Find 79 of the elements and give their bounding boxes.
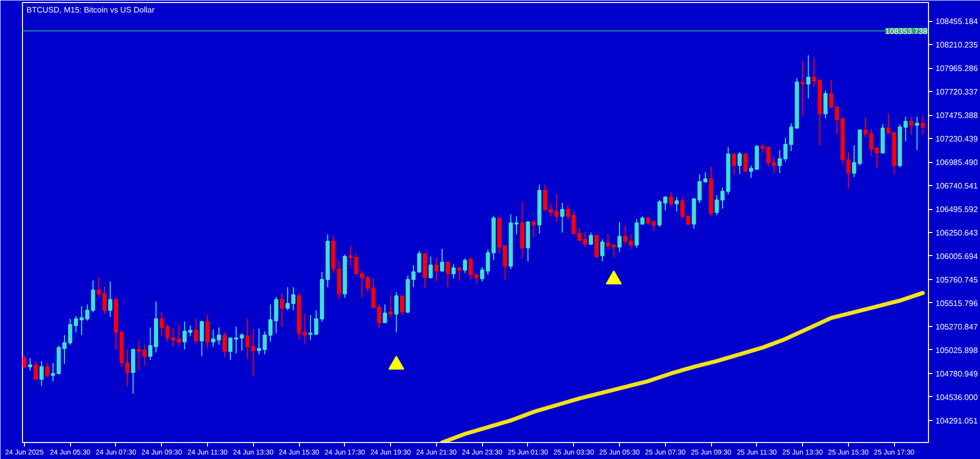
candlestick xyxy=(388,294,393,318)
candlestick xyxy=(286,286,290,311)
candlestick xyxy=(920,115,925,136)
candlestick xyxy=(480,266,484,282)
y-tick-label: 105025.898 xyxy=(936,346,978,355)
ref-line-label: 108353.738 xyxy=(885,26,928,36)
y-tick-label: 105270.847 xyxy=(936,322,978,332)
candlestick xyxy=(188,325,192,337)
candlestick xyxy=(446,262,450,288)
candlestick xyxy=(863,117,868,138)
candlestick xyxy=(732,153,736,176)
candlestick xyxy=(34,360,38,381)
candlestick xyxy=(772,156,776,174)
candlestick xyxy=(743,152,748,172)
candlestick xyxy=(131,348,136,394)
candlestick xyxy=(800,60,805,116)
candlestick xyxy=(543,184,548,212)
candlestick xyxy=(200,320,204,357)
y-tick-label: 104291.051 xyxy=(936,416,978,426)
y-tick-label: 106005.694 xyxy=(936,252,978,261)
candlestick xyxy=(588,232,593,246)
y-tick-label: 107965.286 xyxy=(936,64,978,74)
candlestick xyxy=(40,360,44,386)
y-tick-label: 106250.643 xyxy=(936,228,978,238)
y-tick-label: 107230.439 xyxy=(936,134,978,144)
candlestick xyxy=(738,152,742,175)
y-tick-label: 104780.949 xyxy=(936,369,978,378)
candlestick xyxy=(428,256,433,280)
y-tick-label: 107720.337 xyxy=(936,88,978,97)
candlestick xyxy=(749,164,754,178)
candlestick xyxy=(182,321,187,350)
candlestick xyxy=(852,144,856,178)
candlestick xyxy=(628,234,634,250)
candlestick xyxy=(22,354,26,368)
candlestick xyxy=(754,144,759,170)
candlestick xyxy=(382,304,387,324)
candlestick xyxy=(108,280,112,318)
candlestick xyxy=(560,202,564,234)
candlestick xyxy=(280,292,284,328)
candlestick xyxy=(909,116,914,136)
candlestick xyxy=(240,332,244,351)
candlestick xyxy=(846,152,850,189)
candlestick xyxy=(623,225,628,245)
candlestick xyxy=(45,362,50,378)
candlestick xyxy=(823,90,828,119)
candlestick xyxy=(394,292,398,333)
y-tick-label: 107475.388 xyxy=(936,111,978,120)
y-tick-label: 104536.000 xyxy=(936,392,978,402)
candlestick xyxy=(914,116,920,151)
candlestick xyxy=(532,220,536,238)
candlestick xyxy=(674,196,679,212)
y-tick-label: 108455.184 xyxy=(936,17,978,26)
candlestick xyxy=(617,222,622,252)
candlestick xyxy=(668,192,674,206)
y-tick-label: 106740.541 xyxy=(936,182,978,191)
y-tick-label: 106495.592 xyxy=(936,205,978,214)
candlestick xyxy=(291,286,296,311)
candlestick xyxy=(600,238,604,262)
y-tick-label: 106985.490 xyxy=(936,158,978,168)
candlestick xyxy=(194,318,198,344)
candlestick xyxy=(434,256,438,282)
candlestick xyxy=(594,234,599,259)
candlestick xyxy=(400,295,404,316)
candlestick xyxy=(422,253,428,289)
candlestick xyxy=(440,248,444,272)
candlestick xyxy=(652,220,656,232)
candlestick xyxy=(462,258,468,274)
line-series xyxy=(440,290,925,442)
candlestick xyxy=(28,358,32,372)
candlestick xyxy=(205,314,210,350)
candlestick xyxy=(451,264,456,280)
candlestick xyxy=(222,332,227,358)
y-tick-label: 105515.796 xyxy=(936,298,978,308)
candlestick xyxy=(457,266,462,281)
candlestick xyxy=(806,54,810,99)
candlestick xyxy=(634,218,639,248)
y-tick-label: 105760.745 xyxy=(936,275,978,284)
chart-title: BTCUSD, M15: Bitcoin vs US Dollar xyxy=(26,6,155,14)
y-tick-label: 108210.235 xyxy=(936,40,978,50)
